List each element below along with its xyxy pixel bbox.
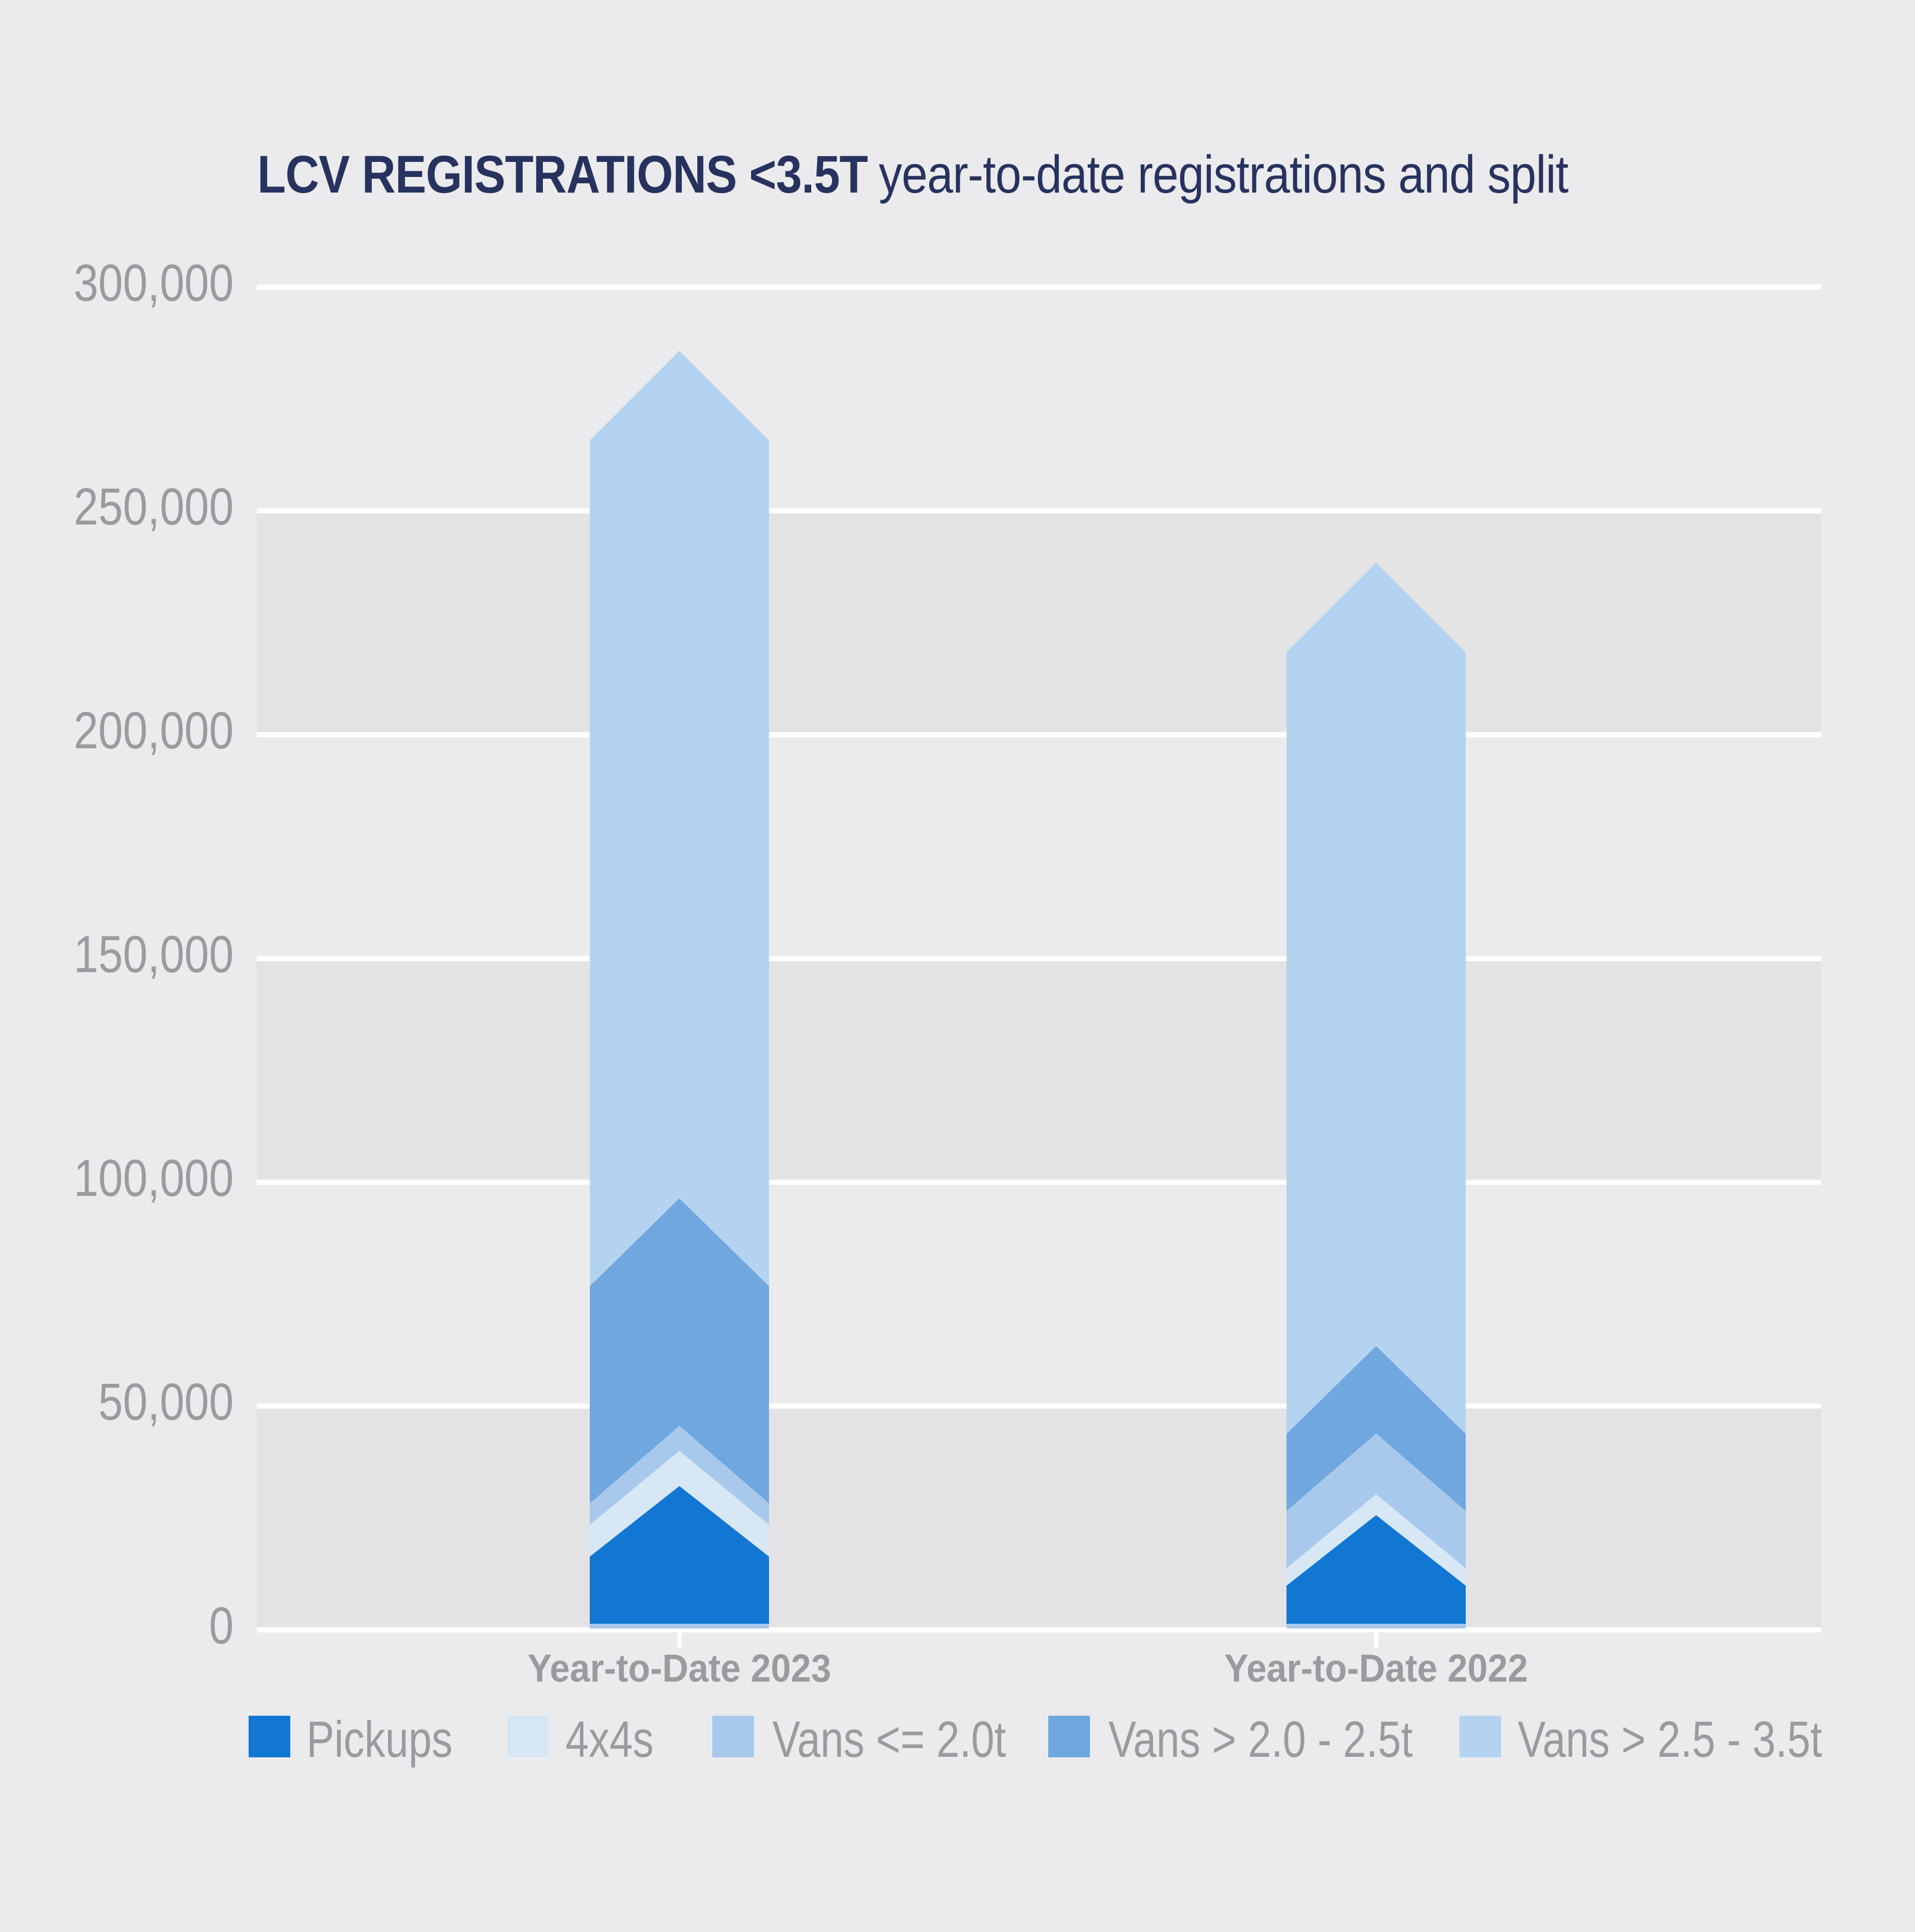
y-axis-tick-label: 100,000 bbox=[73, 1148, 234, 1207]
bars bbox=[590, 350, 1466, 1629]
bar-segment-2022-1 bbox=[1286, 1515, 1466, 1624]
legend-swatch-4x4s bbox=[507, 1716, 549, 1757]
plot-shaded-bands bbox=[257, 511, 1821, 1630]
gridline bbox=[257, 285, 1821, 290]
y-axis-tick-label: 300,000 bbox=[73, 253, 234, 312]
plot-band-shaded bbox=[257, 511, 1821, 734]
y-axis-tick-label: 50,000 bbox=[98, 1372, 234, 1431]
x-axis-ticks bbox=[677, 1630, 1378, 1647]
legend-label-vans-2.0-2.5t: Vans > 2.0 - 2.5t bbox=[1108, 1711, 1413, 1768]
plot-band-shaded bbox=[257, 1406, 1821, 1630]
bar-segment-2022-5 bbox=[1286, 563, 1466, 1629]
plot-band-shaded bbox=[257, 958, 1821, 1182]
x-axis-label-2023: Year-to-Date 2023 bbox=[527, 1646, 831, 1690]
x-axis-label-2022: Year-to-Date 2022 bbox=[1224, 1646, 1528, 1690]
gridline bbox=[257, 1403, 1821, 1409]
legend-label-vans-2.5-3.5t: Vans > 2.5 - 3.5t bbox=[1518, 1711, 1822, 1768]
gridline bbox=[257, 956, 1821, 961]
legend-label-vans-le-2.0t: Vans <= 2.0t bbox=[772, 1711, 1006, 1768]
y-axis-tick-label: 150,000 bbox=[73, 925, 234, 983]
legend-swatch-vans-2.5-3.5t bbox=[1459, 1716, 1501, 1757]
legend-swatch-vans-2.0-2.5t bbox=[1048, 1716, 1090, 1757]
y-axis-tick-label: 200,000 bbox=[73, 701, 234, 759]
chart-title-subtitle: year-to-date registrations and split bbox=[879, 145, 1569, 204]
y-axis-tick-label: 0 bbox=[209, 1596, 234, 1654]
x-axis-tick bbox=[1374, 1630, 1378, 1647]
legend-swatch-pickups bbox=[249, 1716, 290, 1757]
y-axis-tick-label: 250,000 bbox=[73, 477, 234, 535]
gridline bbox=[257, 1180, 1821, 1185]
legend-label-4x4s: 4x4s bbox=[565, 1711, 653, 1768]
chart-title-bold: LCV REGISTRATIONS <3.5T bbox=[257, 145, 867, 204]
gridlines bbox=[257, 285, 1821, 1632]
legend-label-pickups: Pickups bbox=[306, 1711, 453, 1768]
y-axis-tick-labels: 0 50,000 100,000 150,000 200,000 250,000 300,0… bbox=[73, 253, 234, 1654]
legend-swatch-vans-le-2.0t bbox=[712, 1716, 754, 1757]
chart-title: LCV REGISTRATIONS <3.5T year-to-date regi… bbox=[257, 145, 1569, 204]
gridline bbox=[257, 508, 1821, 514]
bar-segment-2023-1 bbox=[590, 1486, 769, 1624]
legend: Pickups 4x4s Vans <= 2.0t Vans > 2.0 - 2… bbox=[249, 1711, 1822, 1768]
gridline bbox=[257, 732, 1821, 737]
x-axis-baseline bbox=[257, 1627, 1821, 1632]
x-axis-tick bbox=[677, 1630, 682, 1647]
